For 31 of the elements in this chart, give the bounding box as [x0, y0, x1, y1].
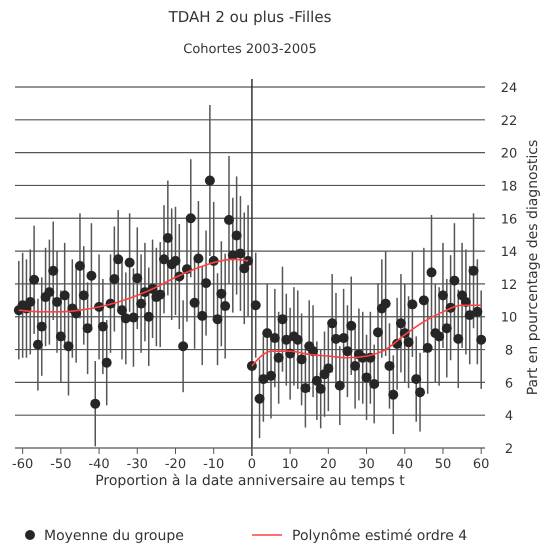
y-tick-label: 14 [500, 245, 518, 260]
x-tick-label: 60 [472, 457, 490, 472]
y-tick-label: 16 [500, 212, 518, 228]
x-tick-label: 50 [434, 457, 452, 472]
legend-label: Moyenne du groupe [44, 528, 184, 544]
x-tick-label: -50 [50, 457, 72, 472]
x-tick-label: 0 [248, 457, 256, 472]
y-tick-label: 2 [504, 442, 514, 457]
x-tick-label: 20 [320, 457, 337, 472]
y-axis-title: Part en pourcentage des diagnostics [525, 140, 541, 396]
legend-label: Polynôme estimé ordre 4 [292, 528, 468, 544]
x-tick-label: 40 [396, 457, 414, 472]
y-tick-label: 24 [500, 81, 518, 96]
x-tick-label: -30 [126, 457, 148, 472]
y-tick-label: 8 [504, 344, 514, 359]
y-tick-label: 6 [504, 376, 514, 392]
y-tick-label: 18 [500, 179, 518, 194]
x-tick-label: -40 [88, 457, 110, 472]
x-tick-label: -10 [203, 457, 224, 472]
x-tick-label: -20 [164, 457, 186, 472]
y-tick-label: 4 [504, 409, 514, 424]
y-tick-label: 12 [500, 278, 518, 293]
x-tick-label: -60 [12, 457, 34, 472]
x-tick-label: 10 [282, 457, 298, 472]
x-tick-label: 30 [358, 457, 375, 472]
x-axis-title: Proportion à la date anniversaire au temps t [95, 473, 406, 489]
y-tick-label: 22 [500, 114, 518, 129]
chart-subtitle: Cohortes 2003-2005 [183, 42, 317, 57]
y-tick-label: 20 [500, 146, 518, 162]
y-tick-label: 10 [500, 310, 518, 326]
chart-title: TDAH 2 ou plus -Filles [168, 8, 332, 26]
